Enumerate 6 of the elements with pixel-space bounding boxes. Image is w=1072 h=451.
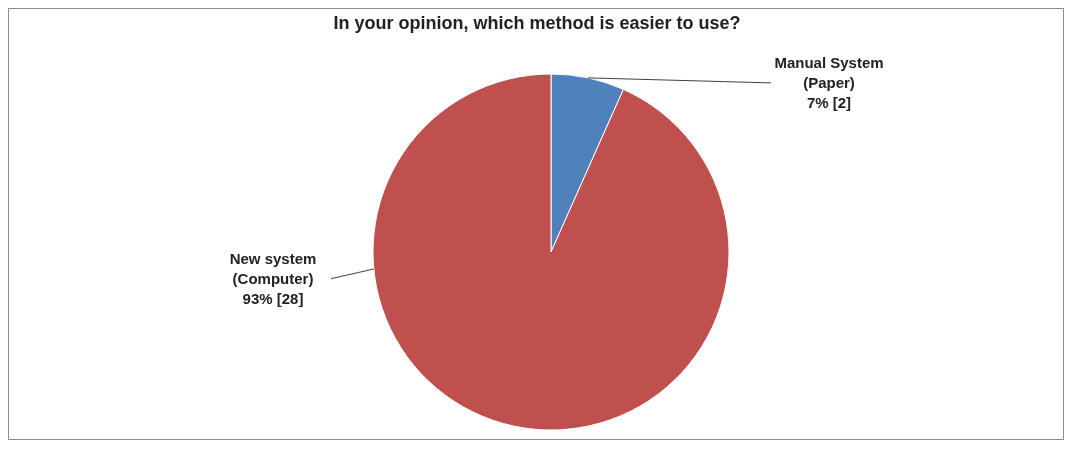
slice-label: New system (Computer) [229, 249, 317, 287]
slice-label: Manual System (Paper) [774, 53, 884, 91]
pie-slice [372, 73, 730, 431]
data-label: 93% [28] [242, 289, 304, 307]
data-label: 7% [2] [806, 93, 852, 111]
chart-title: In your opinion, which method is easier to use? [332, 13, 742, 34]
